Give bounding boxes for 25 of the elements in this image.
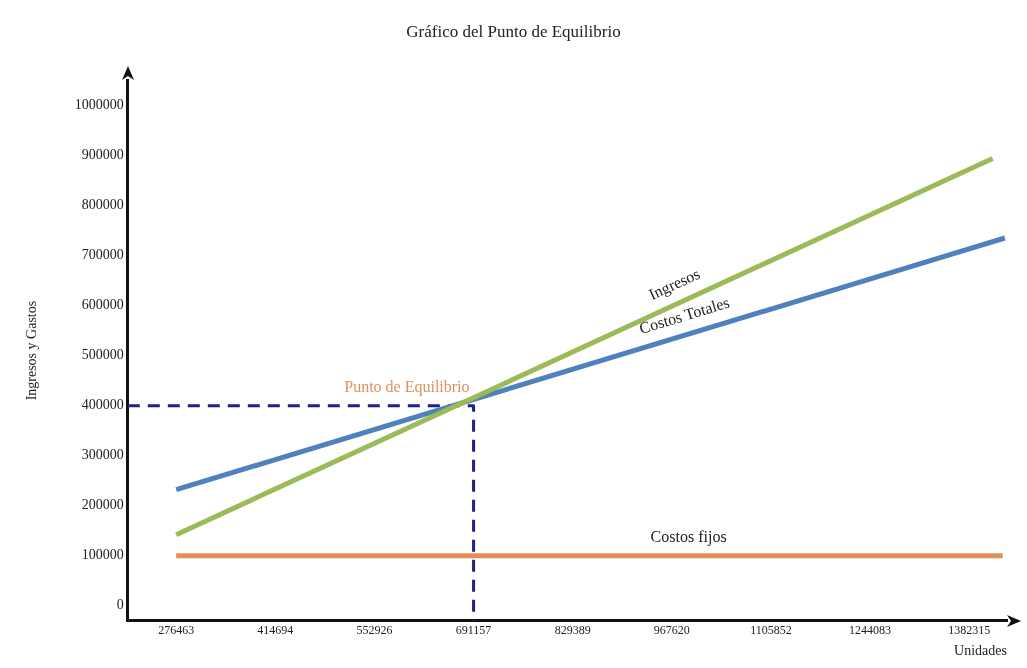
y-tick-label: 800000 — [81, 197, 124, 213]
y-tick-label: 300000 — [81, 447, 124, 463]
x-tick-label: 829389 — [554, 623, 591, 638]
x-tick-label: 1382315 — [948, 623, 991, 638]
x-tick-label: 691157 — [455, 623, 492, 638]
y-tick-label: 0 — [116, 597, 124, 613]
y-tick-label: 400000 — [81, 397, 124, 413]
y-tick-label: 600000 — [81, 297, 124, 313]
y-tick-label: 100000 — [81, 547, 124, 563]
chart-title: Gráfico del Punto de Equilibrio — [406, 21, 621, 41]
y-tick-label: 900000 — [81, 147, 124, 163]
y-axis-title: Ingresos y Gastos — [24, 300, 40, 401]
x-axis-title: Unidades — [954, 643, 1007, 659]
x-tick-label: 414694 — [257, 623, 294, 638]
x-tick-label: 967620 — [653, 623, 690, 638]
y-tick-label: 700000 — [81, 247, 124, 263]
x-tick-label: 552926 — [356, 623, 393, 638]
series-label: Costos fijos — [650, 527, 727, 546]
x-tick-label: 1105852 — [750, 623, 792, 638]
y-tick-label: 500000 — [81, 347, 124, 363]
x-tick-label: 1244083 — [849, 623, 892, 638]
annotation: Punto de Equilibrio — [344, 377, 470, 396]
x-tick-label: 276463 — [158, 623, 195, 638]
y-tick-label: 1000000 — [74, 97, 124, 113]
y-tick-label: 200000 — [81, 497, 124, 513]
